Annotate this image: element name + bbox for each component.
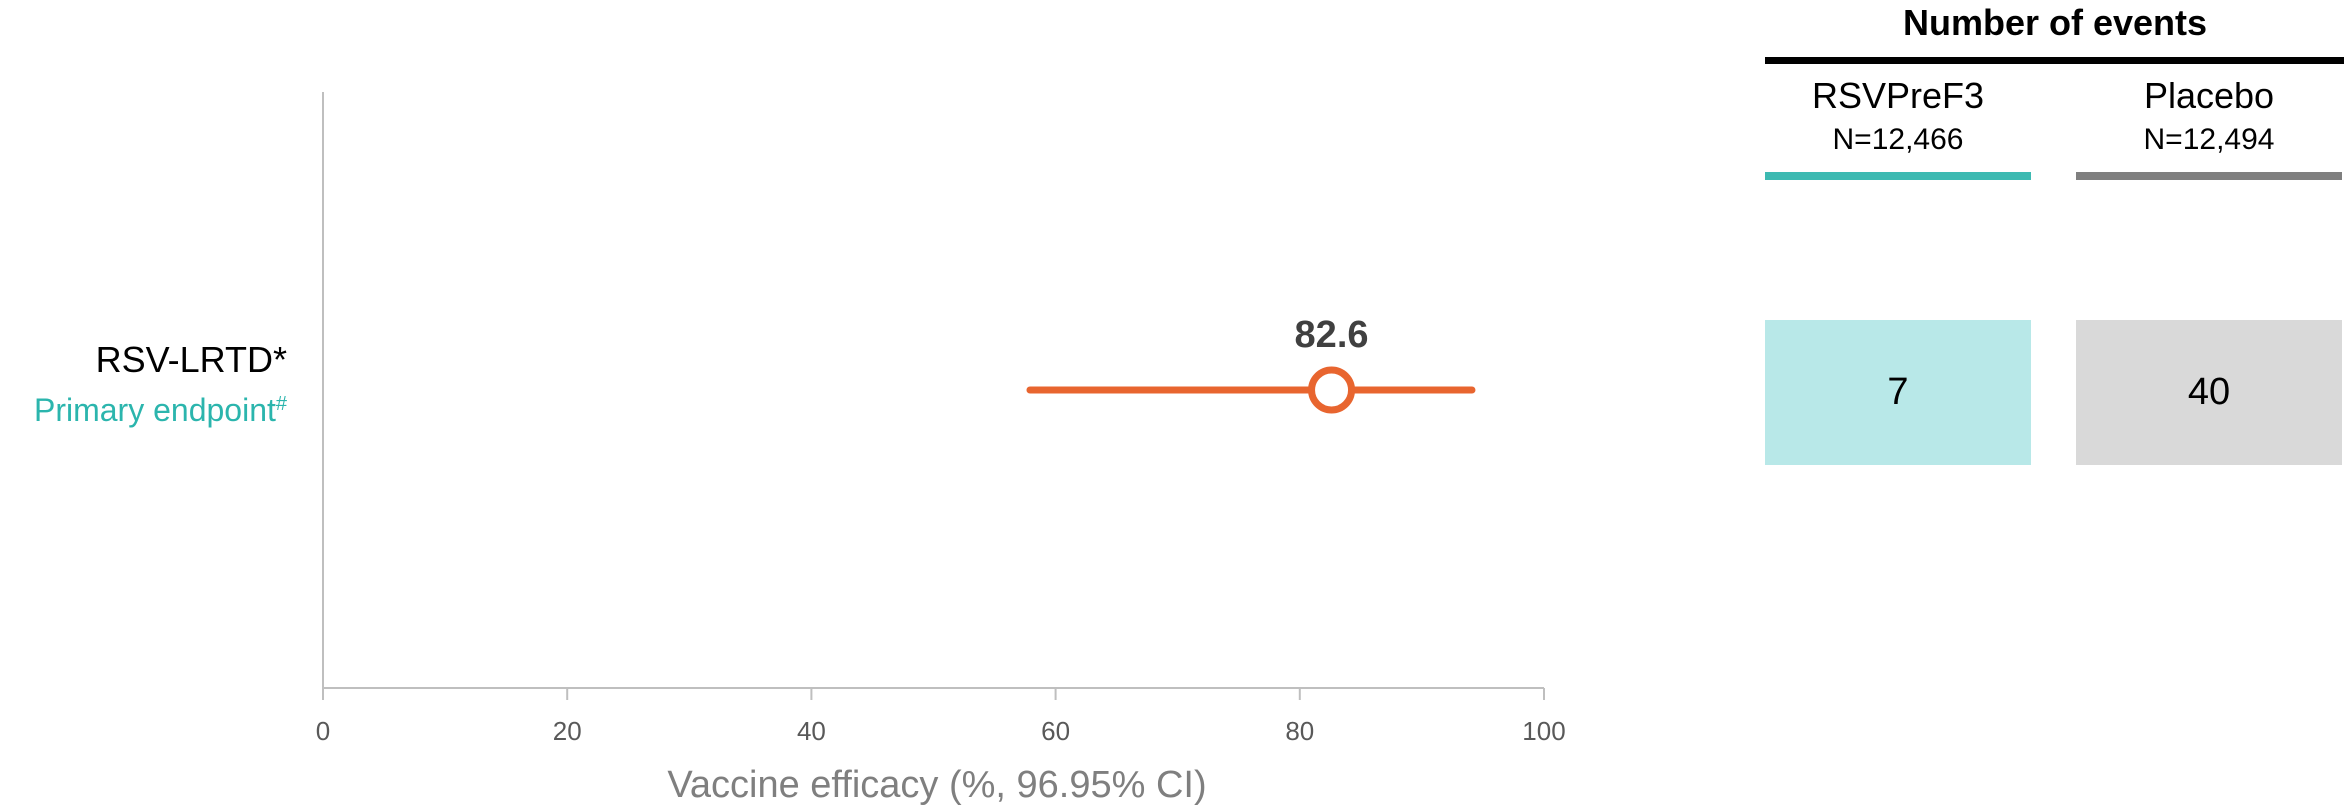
column-n: N=12,494 [2143, 123, 2275, 156]
x-tick-label: 100 [1522, 716, 1565, 746]
event-count-cell: 7 [1765, 320, 2031, 465]
column-color-bar [1765, 172, 2031, 180]
column-name: RSVPreF3 [1811, 75, 1985, 116]
row-label: RSV-LRTD* [96, 339, 287, 380]
x-tick-label: 40 [797, 716, 826, 746]
events-table-title: Number of events [1902, 2, 2208, 43]
column-n: N=12,466 [1832, 123, 1964, 156]
point-estimate-label: 82.6 [1295, 314, 1369, 356]
column-header-placebo: Placebo N=12,494 [2076, 72, 2342, 160]
x-tick-label: 80 [1285, 716, 1314, 746]
column-color-bar [2076, 172, 2342, 180]
point-estimate-marker [1308, 366, 1356, 414]
x-tick-label: 60 [1041, 716, 1070, 746]
forest-plot: 0 20 40 60 80 100 RSV-LRTD* Primary endpoint# 8… [34, 92, 1566, 806]
x-axis-label: Vaccine efficacy (%, 96.95% CI) [667, 764, 1206, 806]
forest-rows: RSV-LRTD* Primary endpoint# 82.6 [34, 314, 1476, 428]
x-tick-label: 0 [316, 716, 330, 746]
events-table-rule [1765, 57, 2344, 64]
event-count-cell: 40 [2076, 320, 2342, 465]
row-sublabel: Primary endpoint# [34, 392, 288, 428]
column-name: Placebo [2143, 75, 2275, 116]
x-tick-label: 20 [553, 716, 582, 746]
column-header-rsvpref3: RSVPreF3 N=12,466 [1765, 72, 2031, 160]
x-axis: 0 20 40 60 80 100 [316, 92, 1566, 746]
